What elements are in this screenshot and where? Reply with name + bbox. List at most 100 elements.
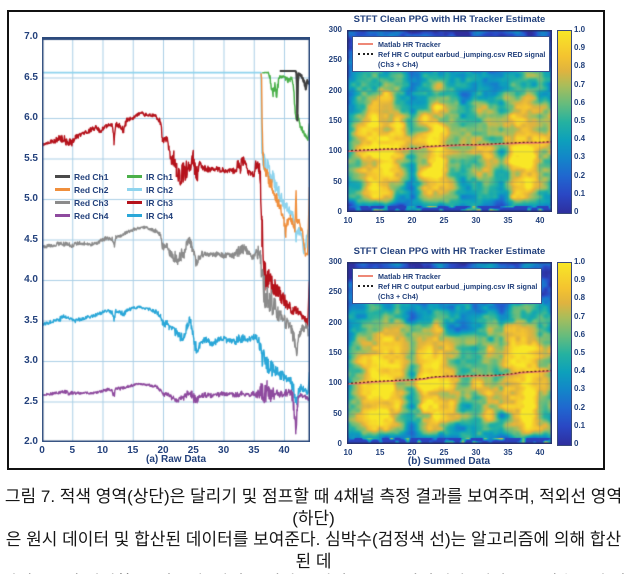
x-tick-label: 35 [503, 448, 513, 457]
legend-label: IR Ch1 [146, 171, 173, 182]
x-tick-label: 30 [218, 445, 230, 456]
y-tick-label: 200 [328, 85, 342, 95]
y-tick-label: 3.5 [24, 314, 38, 326]
colorbar-tick-label: 0.1 [574, 420, 586, 430]
x-tick-label: 10 [343, 216, 353, 225]
y-tick-label: 0 [337, 206, 342, 216]
legend-label: Red Ch4 [74, 210, 109, 221]
figure-border [7, 10, 605, 470]
legend-line-sample [55, 175, 70, 178]
legend-label: IR Ch4 [146, 210, 173, 221]
spectrogram-bottom-title: STFT Clean PPG with HR Tracker Estimate [353, 246, 546, 257]
spectrogram-bottom-xaxis-label: (b) Summed Data [407, 456, 491, 467]
x-tick-label: 30 [471, 216, 481, 225]
spectrogram-top-legend: Matlab HR Tracker Ref HR C output earbud… [352, 36, 551, 72]
colorbar-tick-label: 0.5 [574, 116, 586, 125]
colorbar-tick-label: 0.3 [574, 384, 586, 394]
y-tick-label: 200 [328, 317, 342, 327]
legend-label: IR Ch3 [146, 197, 173, 208]
y-tick-label: 250 [328, 55, 342, 65]
x-tick-label: 35 [248, 445, 260, 456]
y-tick-label: 5.0 [24, 193, 38, 204]
y-tick-label: 2.5 [24, 395, 38, 407]
legend-item: Red Ch2 [55, 183, 108, 196]
colorbar-top [557, 30, 572, 214]
legend-line-sample [127, 175, 142, 178]
colorbar-tick-label: 0.7 [574, 79, 586, 89]
x-tick-label: 0 [39, 445, 45, 456]
legend-item: IR Ch3 [127, 196, 173, 209]
colorbar-tick-label: 0.9 [574, 275, 586, 285]
colorbar-tick-label: 0.8 [574, 293, 586, 303]
legend-line-sample [127, 201, 142, 204]
y-tick-label: 7.0 [24, 31, 38, 42]
y-tick-label: 4.5 [24, 233, 38, 245]
legend-item: IR Ch1 [127, 170, 173, 183]
legend-label: Matlab HR Tracker [378, 271, 441, 281]
x-tick-label: 25 [187, 445, 199, 456]
legend-label: Ref HR C output earbud_jumping.csv RED s… [378, 49, 546, 59]
colorbar-tick-label: 0.4 [574, 366, 586, 376]
colorbar-tick-label: 1.0 [574, 25, 586, 34]
legend-line-sample [55, 201, 70, 204]
hr-tracker-line-sample [358, 275, 373, 277]
y-tick-label: 4.0 [24, 274, 38, 285]
colorbar-tick-label: 0.9 [574, 43, 586, 53]
y-tick-label: 300 [328, 25, 342, 34]
legend-line-sample [55, 214, 70, 217]
legend-item: Red Ch3 [55, 196, 108, 209]
colorbar-tick-label: 0 [574, 439, 579, 448]
colorbar-tick-label: 0.6 [574, 329, 586, 339]
legend-label: Red Ch1 [74, 171, 109, 182]
legend-label: Red Ch2 [74, 184, 109, 195]
spectrogram-top-title: STFT Clean PPG with HR Tracker Estimate [353, 14, 546, 25]
y-tick-label: 0 [337, 438, 342, 448]
x-tick-label: 10 [96, 445, 109, 456]
legend-label: Matlab HR Tracker [378, 39, 441, 49]
x-tick-label: 40 [535, 216, 545, 225]
x-tick-label: 15 [375, 448, 385, 457]
colorbar-tick-label: 0.2 [574, 170, 586, 180]
x-tick-label: 15 [127, 445, 139, 456]
y-tick-label: 6.0 [24, 112, 38, 123]
legend-item: IR Ch4 [127, 209, 173, 222]
x-tick-label: 40 [278, 445, 290, 456]
legend-item: IR Ch2 [127, 183, 173, 196]
x-tick-label: 30 [471, 448, 481, 457]
y-tick-label: 50 [333, 408, 342, 418]
x-tick-label: 10 [343, 448, 353, 457]
colorbar-tick-label: 0.3 [574, 152, 586, 162]
y-tick-label: 3.0 [24, 355, 38, 366]
raw-data-line-chart [42, 37, 310, 442]
legend-label: Ref HR C output earbud_jumping.csv IR si… [378, 281, 538, 291]
spectrogram-bottom-legend: Matlab HR Tracker Ref HR C output earbud… [352, 268, 543, 304]
x-tick-label: 15 [375, 216, 385, 225]
raw-chart-legend-col1: Red Ch1 Red Ch2 Red Ch3 Red Ch4 [55, 170, 108, 222]
colorbar-tick-label: 1.0 [574, 257, 586, 266]
colorbar-tick-label: 0.2 [574, 402, 586, 412]
x-tick-label: 25 [439, 448, 449, 457]
x-tick-label: 40 [535, 448, 545, 457]
caption-line: 은 원시 데이터 및 합산된 데이터를 보여준다. 심박수(검정색 선)는 알고… [5, 530, 622, 571]
x-tick-label: 20 [157, 445, 169, 456]
colorbar-tick-label: 0.1 [574, 188, 586, 198]
hr-tracker-line-sample [358, 43, 373, 45]
caption-line: 그림 7. 적색 영역(상단)은 달리기 및 점프할 때 4채널 측정 결과를 … [4, 487, 623, 528]
colorbar-tick-label: 0.6 [574, 97, 586, 107]
y-tick-label: 50 [333, 176, 342, 186]
y-tick-label: 300 [328, 257, 342, 266]
colorbar-bottom [557, 262, 572, 446]
y-tick-label: 250 [328, 287, 342, 297]
x-tick-label: 20 [407, 216, 417, 225]
y-tick-label: 100 [328, 378, 342, 388]
raw-chart-legend-col2: IR Ch1 IR Ch2 IR Ch3 IR Ch4 [127, 170, 173, 222]
y-tick-label: 6.5 [24, 71, 38, 83]
colorbar-tick-label: 0.4 [574, 134, 586, 144]
ref-hr-dotted-sample [358, 53, 373, 55]
x-tick-label: 20 [407, 448, 417, 457]
colorbar-tick-label: 0.8 [574, 61, 586, 71]
ref-hr-dotted-sample [358, 285, 373, 287]
legend-label: (Ch3 + Ch4) [378, 59, 419, 69]
y-tick-label: 100 [328, 146, 342, 156]
